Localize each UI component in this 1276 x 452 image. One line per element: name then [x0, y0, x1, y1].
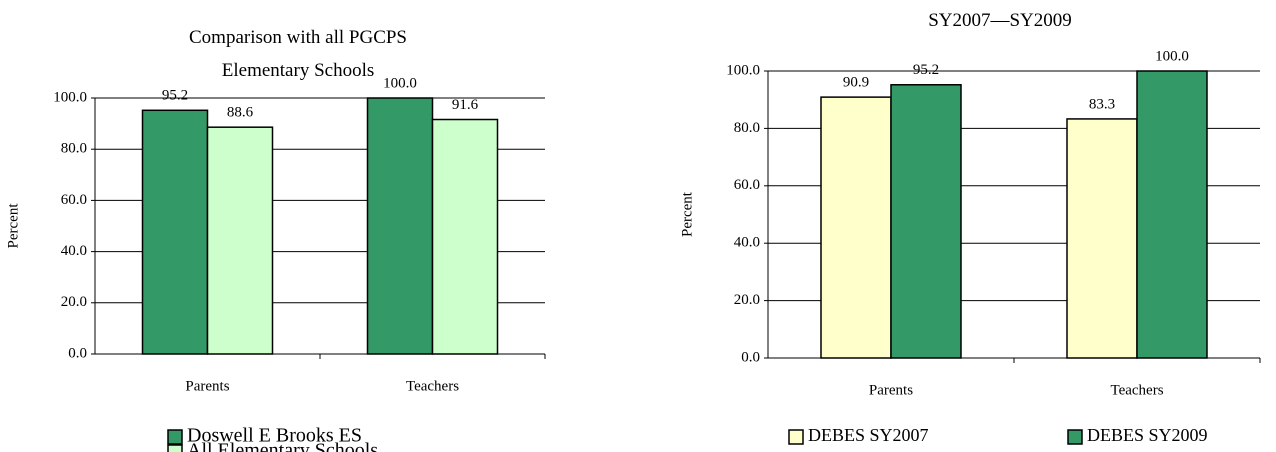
y-tick-label: 100.0 [726, 62, 760, 78]
chart-title: Comparison with all PGCPS Elementary Sch… [189, 27, 407, 81]
legend-label: DEBES SY2009 [1087, 425, 1208, 445]
legend-label: All Elementary Schools [187, 440, 378, 452]
value-label: 95.2 [162, 88, 188, 104]
value-label: 95.2 [913, 62, 939, 78]
bar [431, 118, 499, 355]
y-tick-label: 20.0 [61, 294, 87, 310]
y-tick-label: 20.0 [734, 292, 760, 308]
y-tick-label: 60.0 [61, 192, 87, 208]
value-label: 83.3 [1089, 96, 1115, 112]
bar [141, 109, 209, 355]
y-axis-label: Percent [5, 203, 21, 249]
y-tick-label: 60.0 [734, 177, 760, 193]
x-tick-label: Parents [185, 378, 229, 394]
bar [820, 96, 892, 359]
y-tick-label: 40.0 [734, 235, 760, 251]
value-label: 100.0 [383, 75, 417, 91]
y-tick-label: 80.0 [61, 141, 87, 157]
legend-swatch [167, 429, 183, 445]
x-tick-label: Teachers [1110, 382, 1163, 398]
value-label: 90.9 [843, 75, 869, 91]
bar [1136, 70, 1208, 359]
legend-label: Doswell E Brooks ES [187, 425, 362, 447]
y-tick-label: 0.0 [68, 345, 87, 361]
y-tick-label: 80.0 [734, 120, 760, 136]
legend-swatch [788, 429, 804, 445]
value-label: 91.6 [452, 97, 479, 113]
bar [366, 97, 434, 355]
x-tick-label: Teachers [406, 378, 459, 394]
legend-swatch [1067, 429, 1083, 445]
y-tick-label: 40.0 [61, 243, 87, 259]
chart-title: SY2007—SY2009 [928, 10, 1072, 31]
y-tick-label: 100.0 [53, 89, 87, 105]
bar [890, 84, 962, 359]
y-axis-label: Percent [679, 191, 695, 237]
value-label: 88.6 [227, 105, 254, 121]
bar [1066, 118, 1138, 359]
legend-label: DEBES SY2007 [808, 425, 929, 445]
legend-swatch [167, 444, 183, 452]
value-label: 100.0 [1155, 48, 1189, 64]
x-tick-label: Parents [869, 382, 913, 398]
bar [206, 126, 274, 355]
y-tick-label: 0.0 [741, 349, 760, 365]
